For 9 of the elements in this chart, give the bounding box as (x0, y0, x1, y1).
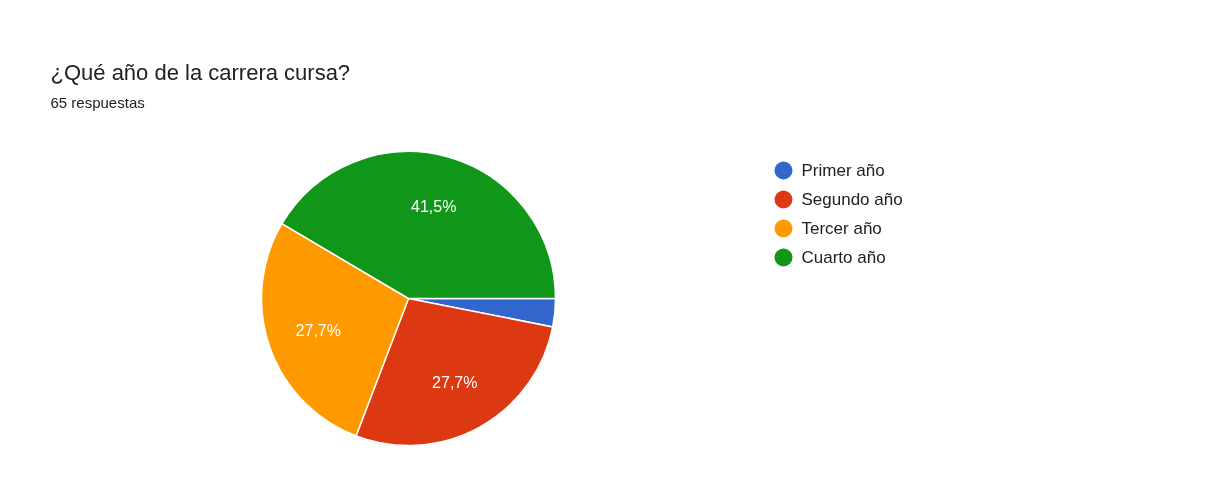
legend-label: Cuarto año (801, 248, 886, 267)
data-label: 41,5% (411, 197, 457, 215)
text: 65 respuestas (50, 94, 145, 111)
legend-label: Segundo año (801, 190, 903, 209)
legend-label: Primer año (801, 161, 885, 180)
chart-title: ¿Qué año de la carrera cursa? (50, 60, 351, 85)
data-label: 27,7% (432, 373, 478, 391)
data-label: 27,7% (295, 321, 341, 339)
legend-label: Tercer año (801, 219, 882, 238)
